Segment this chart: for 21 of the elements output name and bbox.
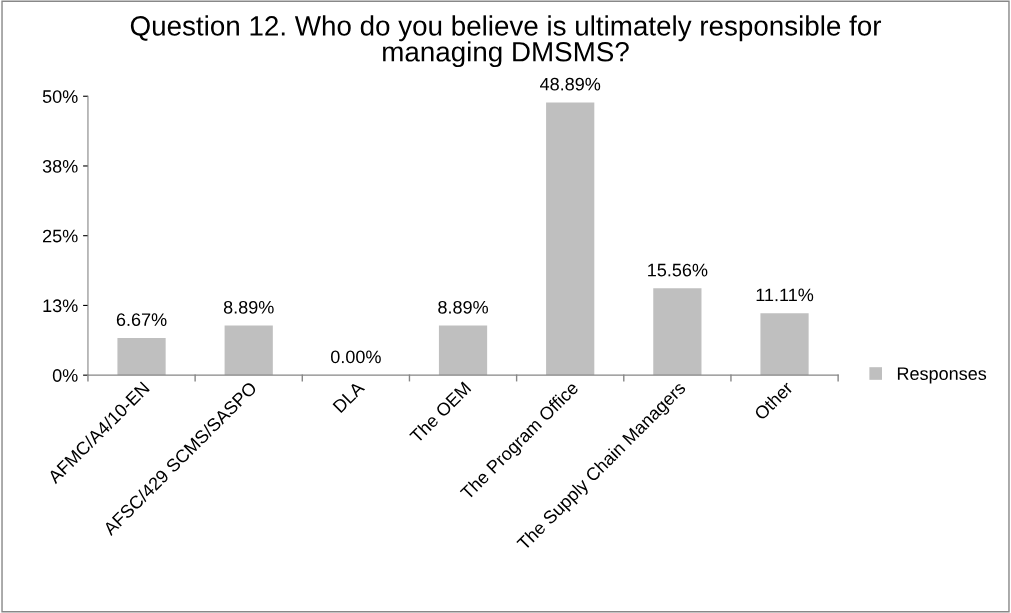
bar [438,325,488,376]
y-tick-label: 13% [43,299,78,313]
text: 0.00% [330,350,381,364]
y-tick-label: 50% [42,90,78,103]
legend-label: Responses [897,367,987,384]
bar [653,288,702,376]
y-tick-label: 0% [52,369,78,382]
chart-title: Question 12. Who do you believe is ultimately responsible for managing DMSMS? [130,15,882,68]
bar [117,337,166,376]
y-tick-label: 38% [42,159,78,173]
text: 8.89% [223,300,274,314]
text: 8.89% [438,300,488,314]
bar [546,102,595,376]
bar [760,313,809,376]
bar [224,325,273,376]
text: 15.56% [648,263,708,277]
y-tick-label: 25% [43,229,78,243]
text: 11.11% [756,288,814,302]
x-tick-label: DLA [332,380,366,414]
text: 6.67% [116,313,167,327]
text: 48.89% [540,77,601,91]
